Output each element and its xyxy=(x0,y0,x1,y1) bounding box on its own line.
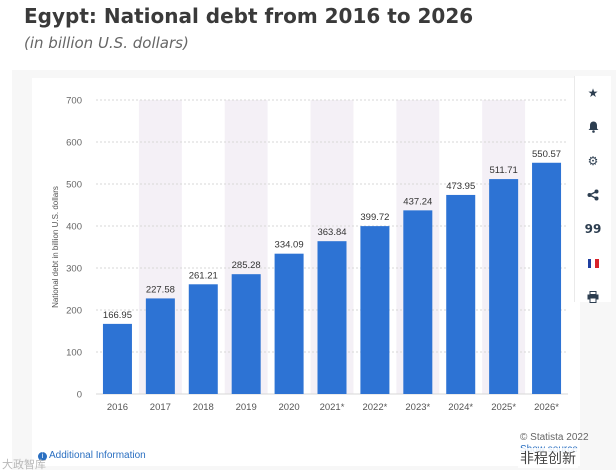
bar xyxy=(403,210,433,394)
chart-toolbar: ★ ⚙ 99 xyxy=(574,76,611,303)
x-tick-label: 2025* xyxy=(491,402,516,413)
bar xyxy=(446,194,476,394)
y-tick-label: 600 xyxy=(66,138,82,149)
bell-icon[interactable] xyxy=(579,114,607,140)
chart-title: Egypt: National debt from 2016 to 2026 xyxy=(24,4,474,28)
bar xyxy=(317,241,347,394)
watermark-left: 大政智库 xyxy=(2,459,46,471)
x-tick-label: 2026* xyxy=(534,402,559,413)
data-label: 363.84 xyxy=(317,227,346,238)
x-tick-label: 2022* xyxy=(362,402,387,413)
x-tick-label: 2017 xyxy=(150,402,171,413)
y-tick-label: 400 xyxy=(66,222,82,233)
watermark-right: 非程创新 xyxy=(518,448,578,468)
bar xyxy=(188,284,218,394)
quote-icon[interactable]: 99 xyxy=(584,222,602,236)
bar xyxy=(532,162,562,394)
y-tick-label: 500 xyxy=(66,180,82,191)
print-icon[interactable] xyxy=(579,284,607,310)
additional-information-link[interactable]: i Additional Information xyxy=(38,450,146,461)
y-tick-label: 300 xyxy=(66,264,82,275)
bar xyxy=(102,323,132,394)
bar xyxy=(360,226,390,394)
bar xyxy=(274,253,304,394)
data-label: 550.57 xyxy=(532,149,561,160)
chart-card: 0 100 200 300 400 500 600 700 National debt in b… xyxy=(12,70,616,470)
data-label: 511.71 xyxy=(489,165,517,176)
x-tick-label: 2023* xyxy=(405,402,430,413)
y-tick-label: 0 xyxy=(77,390,82,401)
x-tick-label: 2019 xyxy=(236,402,257,413)
y-tick-label: 700 xyxy=(66,96,82,107)
chart-area: 0 100 200 300 400 500 600 700 National debt in b… xyxy=(32,78,580,466)
data-label: 261.21 xyxy=(189,270,218,281)
x-tick-label: 2018 xyxy=(193,402,214,413)
copyright-text: © Statista 2022 xyxy=(520,432,589,443)
bar xyxy=(231,274,261,394)
y-tick-label: 200 xyxy=(66,306,82,317)
y-axis-label: National debt in billion U.S. dollars xyxy=(51,186,60,308)
info-icon: i xyxy=(38,452,47,461)
bar-chart: 0 100 200 300 400 500 600 700 National debt in b… xyxy=(51,96,568,413)
data-label: 473.95 xyxy=(446,181,475,192)
data-label: 166.95 xyxy=(103,310,132,321)
x-tick-label: 2020 xyxy=(279,402,300,413)
flag-fr-icon[interactable] xyxy=(579,250,607,276)
additional-information-label: Additional Information xyxy=(49,450,146,461)
data-label: 227.58 xyxy=(146,284,175,295)
bar xyxy=(489,179,519,394)
y-tick-label: 100 xyxy=(66,348,82,359)
data-label: 285.28 xyxy=(232,260,261,271)
bar xyxy=(145,298,175,394)
chart-subtitle: (in billion U.S. dollars) xyxy=(24,34,189,52)
x-tick-label: 2016 xyxy=(107,402,128,413)
gear-icon[interactable]: ⚙ xyxy=(587,154,599,168)
star-icon[interactable]: ★ xyxy=(587,86,599,100)
x-tick-label: 2021* xyxy=(320,402,345,413)
data-label: 399.72 xyxy=(360,212,389,223)
data-label: 334.09 xyxy=(275,240,304,251)
x-tick-label: 2024* xyxy=(448,402,473,413)
share-icon[interactable] xyxy=(579,182,607,208)
data-label: 437.24 xyxy=(403,196,432,207)
